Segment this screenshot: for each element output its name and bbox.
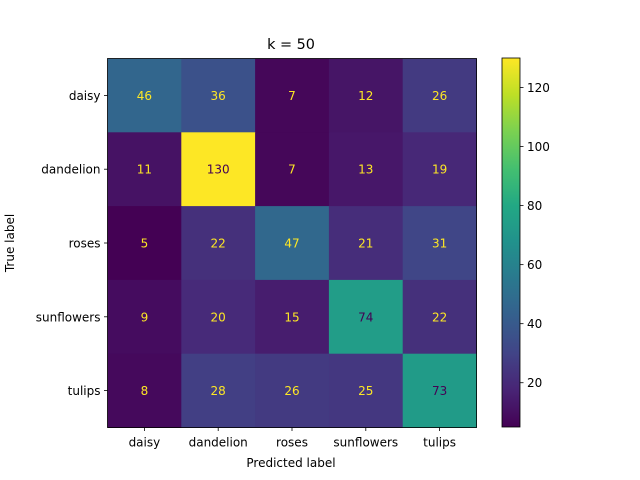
heatmap-cell [181,132,256,207]
cell-value-label: 74 [358,310,373,324]
heatmap-cell [402,206,477,281]
colorbar-tick-label: 40 [527,317,542,331]
heatmap-cell [402,279,477,355]
heatmap-cell [255,132,330,207]
cell-value-label: 22 [432,310,447,324]
heatmap-cell [107,58,182,133]
y-tick-label: daisy [69,89,101,103]
x-tick-label: tulips [423,436,456,450]
cell-value-label: 26 [432,89,447,103]
heatmap-cell [107,132,182,207]
x-axis-ticks: daisy dandelion roses sunflowers tulips [129,427,456,450]
heatmap-cell [255,353,330,428]
x-axis-label: Predicted label [246,456,335,470]
colorbar-tick-label: 120 [527,81,550,95]
cell-value-label: 11 [137,163,152,177]
cell-value-label: 20 [211,310,226,324]
heatmap-cell [328,58,404,133]
cell-value-label: 8 [141,384,149,398]
heatmap-cell [107,279,182,355]
x-tick-label: sunflowers [333,436,398,450]
heatmap-cell [328,132,404,207]
heatmap-cell [255,279,330,355]
heatmap-cells [107,58,477,428]
x-tick-label: roses [276,436,308,450]
cell-value-label: 25 [358,384,373,398]
heatmap-cell [107,353,182,428]
cell-value-label: 7 [288,89,296,103]
colorbar [502,58,520,427]
heatmap-cell [107,206,182,281]
heatmap-cell [328,353,404,428]
colorbar-tick-label: 20 [527,376,542,390]
cell-value-label: 73 [432,384,447,398]
heatmap-cell [402,353,477,428]
cell-value-label: 26 [284,384,299,398]
cell-value-label: 5 [141,237,149,251]
cell-value-label: 47 [284,237,299,251]
colorbar-tick-label: 100 [527,140,550,154]
y-axis-label: True label [3,214,17,273]
heatmap-cell [181,58,256,133]
cell-value-label: 46 [137,89,152,103]
colorbar-tick-label: 60 [527,258,542,272]
cell-value-label: 15 [284,310,299,324]
cell-value-label: 12 [358,89,373,103]
heatmap-cell [328,206,404,281]
heatmap-cell [181,279,256,355]
y-tick-label: dandelion [41,163,100,177]
x-tick-label: dandelion [189,436,248,450]
heatmap-cell [402,58,477,133]
heatmap-cell [255,58,330,133]
colorbar-tick-label: 80 [527,199,542,213]
cell-value-label: 13 [358,163,373,177]
cell-value-label: 9 [141,310,149,324]
cell-value-label: 36 [211,89,226,103]
cell-value-label: 19 [432,163,447,177]
colorbar-ticks: 20 40 60 80 100 120 [520,81,550,390]
y-axis-ticks: daisy dandelion roses sunflowers tulips [36,89,108,398]
heatmap-cell [181,206,256,281]
cell-value-label: 28 [211,384,226,398]
cell-value-label: 7 [288,163,296,177]
cell-value-label: 130 [207,163,230,177]
y-tick-label: roses [69,237,101,251]
cell-value-label: 22 [211,237,226,251]
heatmap-cell [181,353,256,428]
heatmap-cell [328,279,404,355]
cell-value-label: 21 [358,237,373,251]
cell-value-label: 31 [432,237,447,251]
chart-title: k = 50 [267,37,315,53]
heatmap-cell [402,132,477,207]
y-tick-label: sunflowers [36,310,101,324]
heatmap-cell-labels: 46 36 7 12 26 11 130 7 13 19 5 22 47 21 31 9 20 15 74 22 8 28… [137,89,447,398]
colorbar-frame [501,57,521,428]
heatmap-cell [255,206,330,281]
y-tick-label: tulips [68,384,101,398]
x-tick-label: daisy [129,436,161,450]
